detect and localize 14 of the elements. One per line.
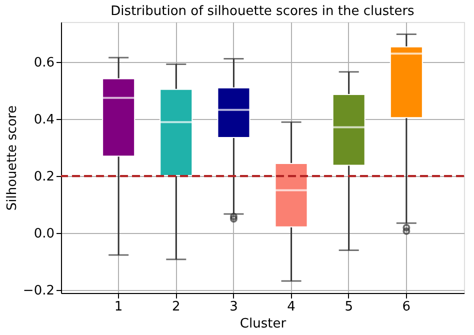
y-tick-label: −0.2 <box>22 284 54 299</box>
y-tick-label: 0.6 <box>34 55 54 70</box>
x-tick-label: 3 <box>230 300 238 314</box>
x-tick-label: 4 <box>287 300 296 314</box>
x-tick-label: 2 <box>172 300 180 314</box>
x-axis-title: Cluster <box>240 316 287 332</box>
x-tick-label: 1 <box>114 300 123 314</box>
y-tick-label: 0.2 <box>34 170 54 185</box>
x-tick-label: 5 <box>344 300 353 314</box>
y-axis-title: Silhouette score <box>4 105 20 211</box>
x-tick-label: 6 <box>402 300 411 314</box>
chart-title: Distribution of silhouette scores in the clusters <box>110 4 415 19</box>
y-tick-label: 0.0 <box>34 226 54 242</box>
y-tick-label: 0.4 <box>34 112 54 128</box>
